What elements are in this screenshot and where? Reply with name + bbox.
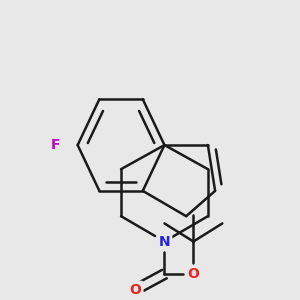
Text: F: F: [51, 138, 61, 152]
Text: O: O: [188, 267, 199, 281]
Text: N: N: [159, 235, 170, 248]
Text: O: O: [130, 283, 142, 297]
